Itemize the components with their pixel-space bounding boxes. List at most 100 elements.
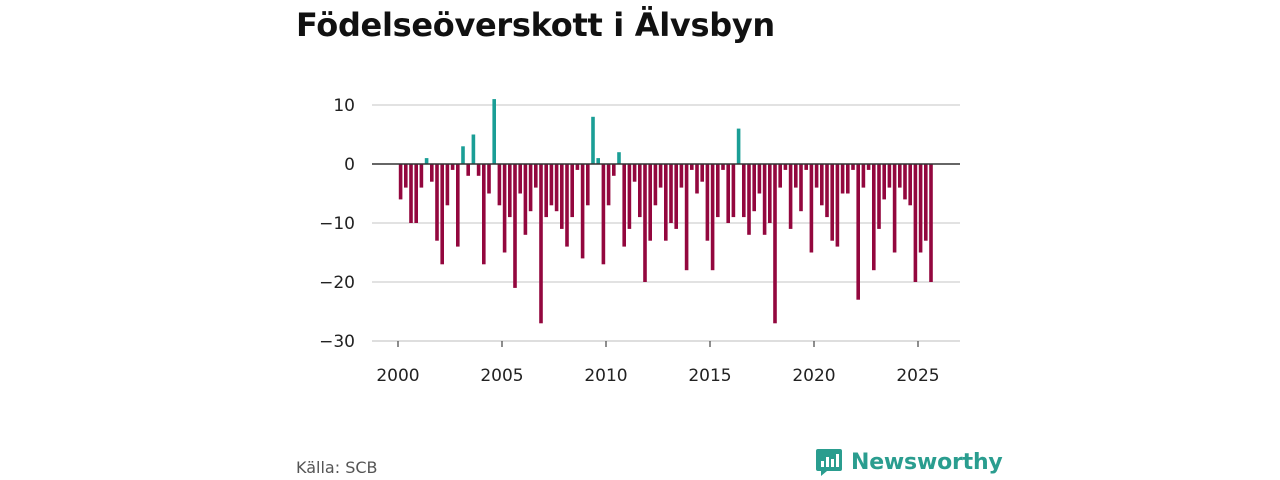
bar [913, 164, 918, 282]
bar [534, 164, 538, 188]
bar [825, 164, 829, 218]
bar [892, 164, 897, 253]
bar [513, 164, 517, 288]
bar [549, 164, 554, 206]
bar [430, 164, 434, 182]
bar [679, 164, 684, 188]
bar [762, 164, 767, 235]
x-tick-label: 2005 [480, 366, 523, 386]
bar [757, 164, 762, 194]
bar [450, 164, 455, 170]
bar [523, 164, 528, 235]
bar [617, 152, 621, 164]
bar [419, 164, 424, 188]
bar [710, 164, 715, 271]
bar [695, 164, 699, 194]
chart-title: Födelseöverskott i Älvsbyn [296, 6, 775, 44]
bar [653, 164, 658, 206]
bar [669, 164, 673, 223]
bar [632, 164, 637, 182]
bar [554, 164, 559, 212]
bar [861, 164, 866, 188]
bar [612, 164, 616, 176]
bar [658, 164, 663, 188]
bar [877, 164, 881, 229]
bar [674, 164, 678, 229]
x-tick-label: 2010 [584, 366, 627, 386]
bar [424, 158, 429, 164]
y-tick-label: −10 [319, 214, 355, 234]
bar [445, 164, 450, 206]
bar [508, 164, 512, 218]
bar [882, 164, 886, 200]
x-tick-label: 2025 [896, 366, 939, 386]
y-tick-label: −20 [319, 273, 355, 293]
bar [814, 164, 819, 188]
bar [528, 164, 533, 212]
bar [690, 164, 694, 170]
bar [435, 164, 439, 241]
bar [721, 164, 725, 170]
bar [684, 164, 689, 271]
bar [700, 164, 704, 182]
bar [596, 158, 600, 164]
bar [580, 164, 585, 259]
bar [773, 164, 777, 324]
bar [409, 164, 413, 223]
bar [591, 116, 595, 164]
bar [502, 164, 507, 253]
bar [476, 164, 481, 176]
bar [643, 164, 647, 282]
bar [466, 164, 470, 176]
y-tick-label: 10 [333, 96, 355, 116]
bar [731, 164, 736, 218]
bar [872, 164, 876, 271]
bar [648, 164, 652, 241]
bar-chart-speech-icon [816, 449, 842, 476]
bar [398, 164, 403, 200]
bar [778, 164, 782, 188]
bar [809, 164, 814, 253]
bar [752, 164, 756, 212]
bar [846, 164, 850, 194]
bar [544, 164, 548, 218]
bar [918, 164, 923, 253]
bar [664, 164, 668, 241]
bar [820, 164, 824, 206]
bar [866, 164, 871, 170]
bar [560, 164, 564, 229]
bar [799, 164, 803, 212]
bar [705, 164, 710, 241]
bar [924, 164, 928, 241]
source-label: Källa: SCB [296, 458, 378, 477]
bar [768, 164, 772, 223]
bar [492, 99, 496, 164]
bar [898, 164, 902, 188]
bar [601, 164, 606, 265]
bar [575, 164, 580, 170]
y-tick-label: −30 [319, 332, 355, 352]
bar [461, 146, 465, 164]
bar [903, 164, 907, 200]
brand-logo-group[interactable]: Newsworthy [815, 447, 1003, 477]
bar [856, 164, 860, 300]
bar [783, 164, 788, 170]
x-tick-label: 2000 [376, 366, 419, 386]
bar [482, 164, 486, 265]
bar [804, 164, 808, 170]
bar [565, 164, 569, 247]
bar [788, 164, 793, 229]
bar [627, 164, 632, 229]
bar [747, 164, 751, 235]
bar [726, 164, 730, 223]
bar [539, 164, 543, 324]
bar [835, 164, 840, 247]
bar [742, 164, 746, 218]
x-tick-label: 2020 [792, 366, 835, 386]
bar [840, 164, 845, 194]
bar [794, 164, 798, 188]
bar [638, 164, 642, 218]
bar [887, 164, 892, 188]
bar [908, 164, 912, 206]
